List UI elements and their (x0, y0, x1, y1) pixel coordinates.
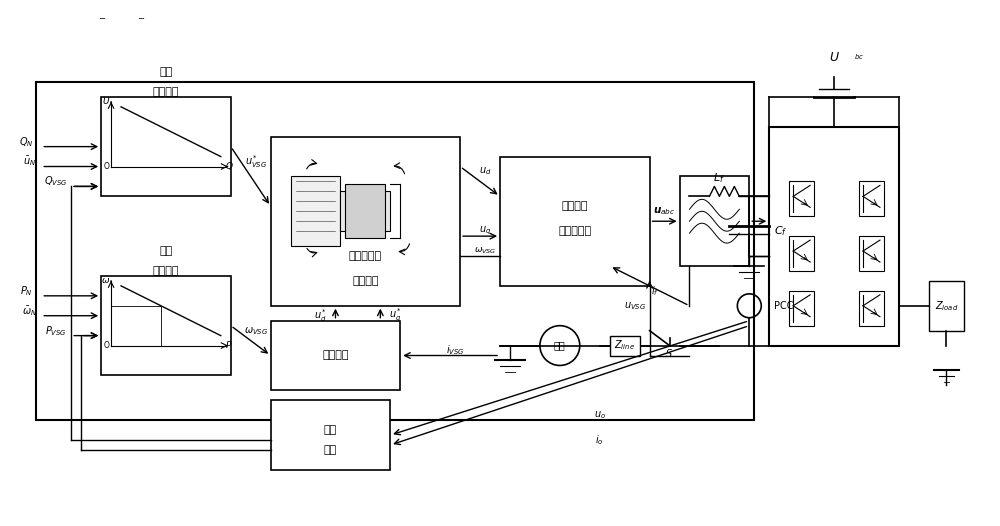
Bar (680, 176, 749, 266)
Bar (271, 400, 390, 470)
Text: U: U (103, 97, 109, 106)
Bar (789, 291, 814, 326)
Text: $i_{VSG}$: $i_{VSG}$ (446, 343, 464, 358)
Text: 下垂控制: 下垂控制 (153, 266, 179, 276)
Bar (769, 127, 899, 346)
Text: 双闭环控制: 双闭环控制 (558, 226, 591, 236)
Text: $U$: $U$ (829, 50, 840, 64)
Text: $Z_{load}$: $Z_{load}$ (935, 299, 958, 312)
Bar (859, 236, 884, 271)
Text: $u_d$: $u_d$ (479, 166, 491, 177)
Bar (610, 336, 640, 356)
Bar (789, 236, 814, 271)
Text: $u^*_d$: $u^*_d$ (314, 307, 327, 324)
Text: $P_{VSG}$: $P_{VSG}$ (45, 323, 67, 338)
Bar (929, 281, 964, 331)
Text: 电压电流: 电压电流 (562, 201, 588, 211)
Text: 有功: 有功 (159, 246, 173, 256)
Text: $\omega_{VSG}$: $\omega_{VSG}$ (244, 325, 268, 337)
Text: $u_q$: $u_q$ (479, 225, 491, 237)
Text: $\bar{\omega}_N$: $\bar{\omega}_N$ (22, 304, 37, 318)
Text: $\omega_{VSG}$: $\omega_{VSG}$ (474, 246, 496, 256)
Bar (271, 321, 400, 390)
Text: $L_f$: $L_f$ (713, 171, 725, 185)
Text: $i_o$: $i_o$ (595, 433, 604, 447)
Text: ω: ω (102, 276, 110, 286)
Text: 功率: 功率 (324, 425, 337, 435)
Text: 计算: 计算 (324, 445, 337, 455)
Text: $P_N$: $P_N$ (20, 284, 33, 298)
Text: $C_f$: $C_f$ (774, 224, 788, 238)
Text: $Z_{line}$: $Z_{line}$ (614, 339, 635, 352)
Bar (36, 82, 754, 420)
Text: $Q_N$: $Q_N$ (19, 135, 34, 148)
Bar (101, 276, 231, 376)
Text: 电网: 电网 (554, 340, 566, 350)
Text: $i_f$: $i_f$ (651, 284, 659, 298)
Text: O: O (103, 341, 109, 350)
Bar (500, 157, 650, 286)
Text: O: O (103, 162, 109, 171)
Bar (271, 137, 460, 306)
Bar (789, 181, 814, 216)
Text: Q: Q (225, 162, 232, 171)
Text: $_{bc}$: $_{bc}$ (854, 52, 864, 62)
Text: ─: ─ (99, 13, 104, 22)
Text: $\bar{u}_N$: $\bar{u}_N$ (23, 155, 36, 168)
Text: 虚拟阻抗: 虚拟阻抗 (322, 350, 349, 360)
Text: $u_o$: $u_o$ (594, 409, 606, 421)
Text: $\boldsymbol{u}_{abc}$: $\boldsymbol{u}_{abc}$ (653, 205, 676, 217)
Text: $u_{VSG}$: $u_{VSG}$ (624, 300, 646, 312)
Bar (101, 97, 231, 196)
Text: P: P (226, 341, 231, 350)
Text: $u^*_q$: $u^*_q$ (389, 307, 402, 325)
Bar (291, 176, 340, 246)
Text: 特性方程: 特性方程 (352, 276, 379, 286)
Text: 无功: 无功 (159, 67, 173, 77)
Text: $Q_{VSG}$: $Q_{VSG}$ (44, 175, 68, 188)
Text: ─: ─ (138, 13, 143, 22)
Text: S: S (666, 349, 673, 359)
Text: $u^*_{VSG}$: $u^*_{VSG}$ (245, 153, 267, 170)
Bar (859, 181, 884, 216)
Bar (340, 191, 390, 231)
Bar (345, 185, 385, 238)
Text: PCC: PCC (774, 301, 794, 311)
Bar (859, 291, 884, 326)
Text: 下垂控制: 下垂控制 (153, 87, 179, 97)
Text: 同步发电机: 同步发电机 (349, 251, 382, 261)
